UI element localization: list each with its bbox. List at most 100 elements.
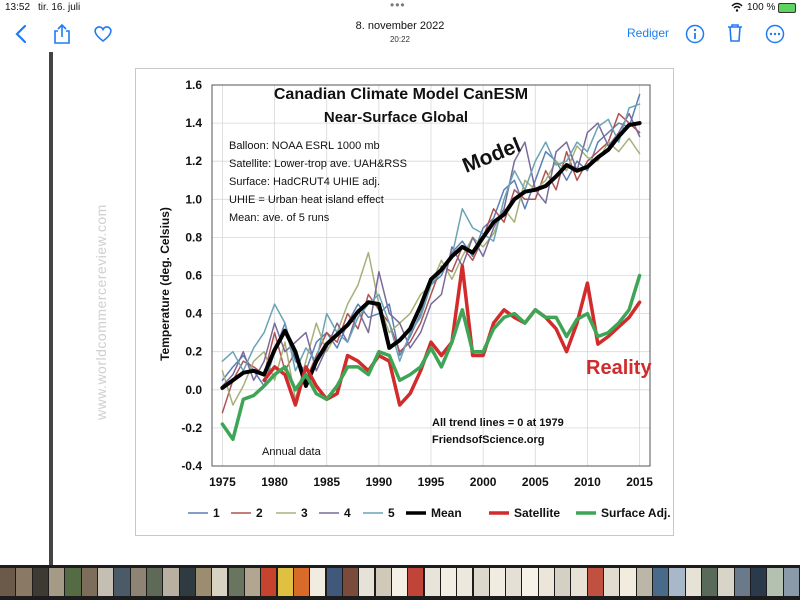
photo-thumbnail[interactable] [163,568,179,596]
photo-thumbnail[interactable] [522,568,538,596]
y-tick-label: -0.2 [181,421,202,435]
photo-thumbnail[interactable] [620,568,636,596]
photo-thumbnail[interactable] [653,568,669,596]
heart-icon[interactable] [93,25,113,47]
legend-label: 4 [344,506,351,520]
photo-thumbnail[interactable] [342,568,359,596]
photo-thumbnail[interactable] [326,568,342,596]
chevron-left-icon[interactable] [14,24,28,48]
photo-thumbnail[interactable] [555,568,571,596]
more-icon[interactable] [765,24,785,48]
legend-label: 3 [301,506,308,520]
photo-thumbnail[interactable] [604,568,620,596]
battery-percentage: 100 % [747,2,776,13]
legend-label: Mean [431,506,462,520]
photo-thumbnail[interactable] [212,568,228,596]
edit-button[interactable]: Rediger [627,26,670,40]
battery-icon [778,3,796,13]
photo-thumbnail[interactable] [685,568,701,596]
legend-label: 1 [213,506,220,520]
photo-thumbnail[interactable] [261,568,277,596]
photo-thumbnail[interactable] [179,568,195,596]
x-tick-label: 2000 [470,475,497,489]
photo-thumbnail[interactable] [489,568,506,596]
photo-thumbnail[interactable] [375,568,391,596]
share-icon[interactable] [53,23,71,49]
photo-thumbnail[interactable] [538,568,555,596]
photo-thumbnail[interactable] [195,568,212,596]
thumbnail-strip[interactable] [0,565,800,600]
photo-thumbnail[interactable] [32,568,48,596]
reality-annotation: Reality [586,357,652,379]
x-tick-label: 1975 [209,475,236,489]
photo-thumbnail[interactable] [98,568,114,596]
x-tick-label: 2005 [522,475,549,489]
trash-icon[interactable] [726,23,744,47]
photo-thumbnail[interactable] [440,568,457,596]
y-tick-label: -0.4 [181,459,202,473]
legend-label: Surface Adj. [601,506,671,520]
photo-thumbnail[interactable] [408,568,424,596]
photo-thumbnail[interactable] [734,568,750,596]
annual-data-note: Annual data [262,446,322,458]
series-line-surface-adj [220,273,642,442]
photo-thumbnail[interactable] [751,568,767,596]
photo-thumbnail[interactable] [0,568,16,596]
photo-thumbnail[interactable] [65,568,81,596]
photo-thumbnail[interactable] [718,568,734,596]
photo-thumbnail[interactable] [767,568,783,596]
multitask-dots[interactable]: ••• [390,0,406,12]
chart-axes: -0.4 -0.2 0.0 0.2 0.4 0.6 0.8 1.0 1.2 1.4 1.6 1975 1… [181,78,653,489]
status-bar: 13:52 tir. 16. juli ••• 100 % [0,0,800,16]
photo-thumbnail[interactable] [49,568,65,596]
status-time: 13:52 [5,2,31,13]
photo-thumbnail[interactable] [16,568,32,596]
wifi-icon [731,2,743,15]
photo-thumbnail[interactable] [669,568,685,596]
photo-thumbnail[interactable] [81,568,97,596]
y-tick-label: 1.0 [185,192,202,206]
plot-border [211,84,651,467]
photo-thumbnail[interactable] [244,568,261,596]
photo-thumbnail[interactable] [277,568,293,596]
photo-thumbnail[interactable] [228,568,244,596]
chart-frame: -0.4 -0.2 0.0 0.2 0.4 0.6 0.8 1.0 1.2 1.4 1.6 1975 1… [135,68,674,536]
y-tick-label: 0.8 [185,230,202,244]
photo-time-subtitle: 20:22 [389,35,411,44]
photo-thumbnail[interactable] [114,568,130,596]
photo-thumbnail[interactable] [473,568,489,596]
x-tick-label: 2010 [574,475,601,489]
info-line: Satellite: Lower-trop ave. UAH&RSS [229,158,407,170]
x-tick-label: 1990 [366,475,393,489]
photo-thumbnail[interactable] [146,568,163,596]
photo-thumbnail[interactable] [506,568,522,596]
source-note: FriendsofScience.org [432,434,544,446]
status-date: tir. 16. juli [38,2,81,13]
photo-thumbnail[interactable] [424,568,440,596]
photo-thumbnail[interactable] [457,568,473,596]
photo-thumbnail[interactable] [359,568,375,596]
info-icon[interactable] [685,24,705,48]
info-line: Surface: HadCRUT4 UHIE adj. [229,176,380,188]
photo-thumbnail[interactable] [702,568,718,596]
photo-date-title: 8. november 2022 [355,20,445,32]
x-tick-label: 1980 [261,475,288,489]
photo-thumbnail[interactable] [783,568,799,596]
info-line: Balloon: NOAA ESRL 1000 mb [229,140,380,152]
info-box: Balloon: NOAA ESRL 1000 mb Satellite: Lo… [229,140,407,224]
photo-thumbnail[interactable] [636,568,652,596]
photo-thumbnail[interactable] [391,568,408,596]
photo-thumbnail[interactable] [571,568,587,596]
y-tick-label: 1.6 [185,78,202,92]
photo-thumbnail[interactable] [310,568,326,596]
chart-series [220,93,642,442]
y-tick-label: 1.2 [185,154,202,168]
chart-subtitle: Near-Surface Global [324,109,468,126]
y-tick-label: 0.0 [185,383,202,397]
photo-thumbnail[interactable] [587,568,604,596]
photo-thumbnail[interactable] [130,568,146,596]
photo-toolbar: 8. november 2022 20:22 Rediger [0,16,800,52]
photo-thumbnail[interactable] [293,568,310,596]
climate-chart: -0.4 -0.2 0.0 0.2 0.4 0.6 0.8 1.0 1.2 1.4 1.6 1975 1… [158,78,671,520]
chart-grid [212,84,650,467]
